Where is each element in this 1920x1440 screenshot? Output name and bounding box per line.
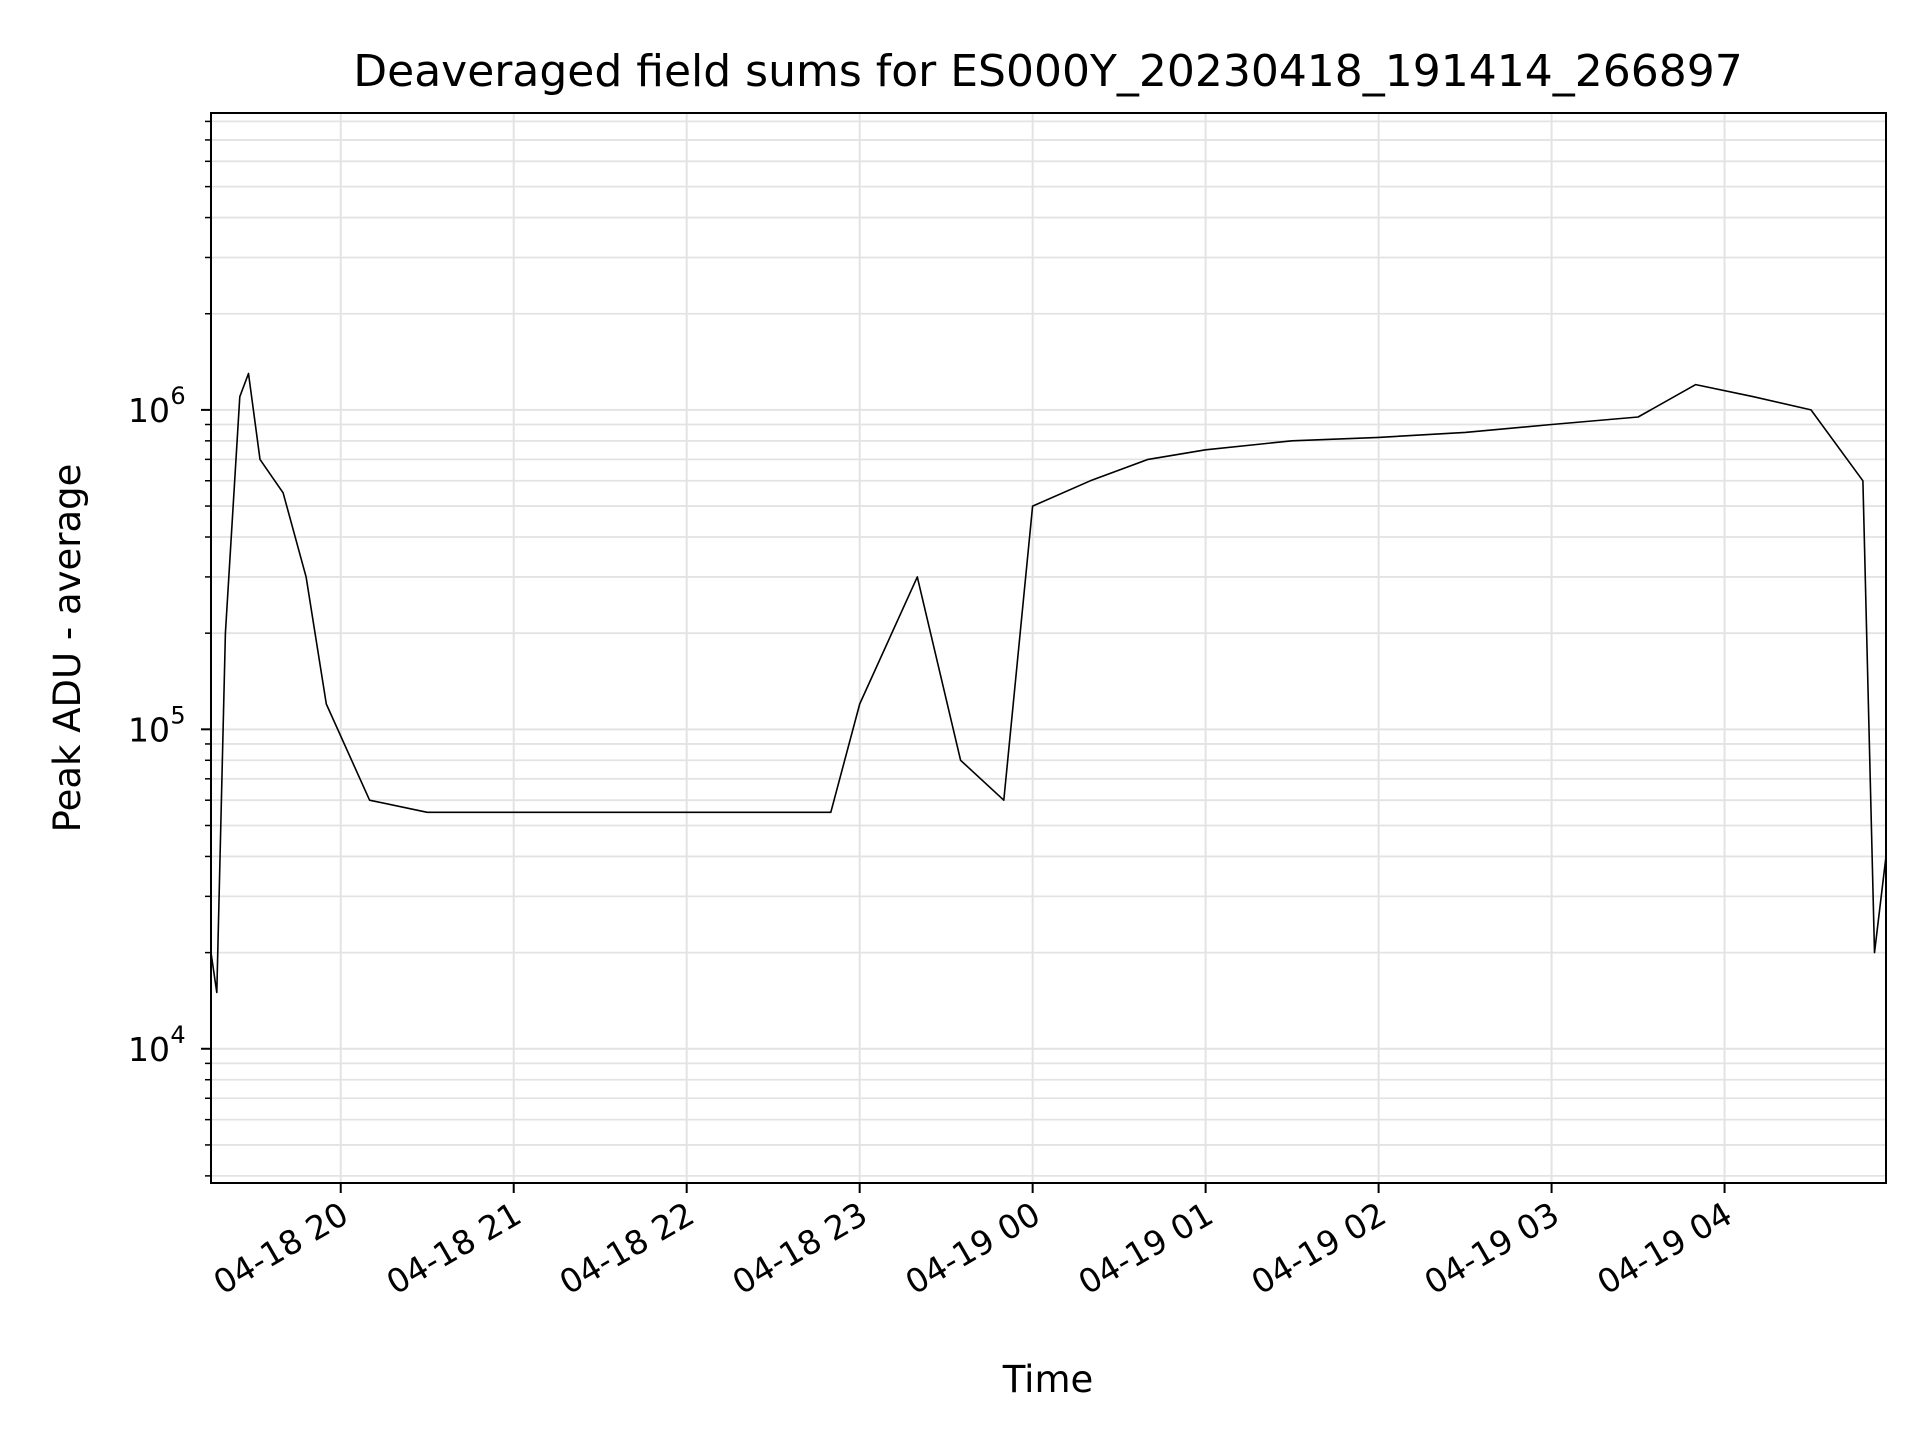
x-axis-label: Time — [1002, 1358, 1094, 1401]
y-axis-label: Peak ADU - average — [46, 464, 89, 833]
y-tick-label-base: 10 — [128, 1030, 170, 1069]
grid — [211, 113, 1886, 1183]
series-line — [210, 372, 1887, 994]
y-tick-label-exponent: 5 — [170, 701, 185, 729]
plot-frame — [210, 112, 1887, 1184]
chart-title: Deaveraged field sums for ES000Y_2023041… — [353, 46, 1742, 97]
y-tick-label-base: 10 — [128, 710, 170, 749]
y-tick-label-exponent: 4 — [170, 1021, 185, 1049]
y-tick-label: 10 4 — [128, 1021, 186, 1069]
y-tick-label: 10 6 — [128, 382, 186, 430]
y-tick-label: 10 5 — [128, 701, 186, 749]
series-layer — [210, 372, 1887, 994]
y-tick-label-base: 10 — [128, 391, 170, 430]
y-tick-label-exponent: 6 — [170, 382, 185, 410]
